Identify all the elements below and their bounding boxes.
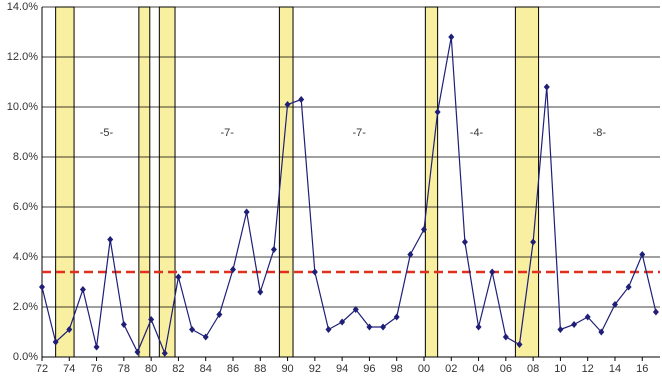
marker [380,323,387,331]
marker [502,333,509,341]
marker [584,313,591,321]
band [278,6,294,358]
marker [325,326,332,333]
band [55,6,75,358]
marker [366,323,373,331]
marker [161,349,168,357]
marker [298,96,305,103]
y-tick-label: 4.0% [13,251,38,263]
marker [639,251,646,258]
marker [489,268,496,276]
marker [598,328,605,336]
y-tick-label: 0.0% [13,351,38,363]
x-tick-label: 12 [582,363,594,375]
marker [79,286,86,293]
marker [352,306,359,313]
marker [461,238,468,246]
marker [434,108,441,116]
band [138,6,151,358]
x-tick-label: 96 [363,363,375,375]
x-tick-label: 84 [200,363,212,375]
marker [420,226,427,233]
x-tick-label: 80 [145,363,157,375]
marker [120,321,127,328]
marker [52,338,59,346]
band [424,6,439,358]
x-tick-label: 06 [500,363,512,375]
x-tick-label: 10 [554,363,566,375]
x-tick-label: 00 [418,363,430,375]
marker [516,341,523,348]
y-tick-label: 10.0% [7,101,38,113]
marker [339,318,346,326]
marker [270,246,277,253]
marker [611,301,618,308]
marker [93,343,100,351]
x-tick-label: 98 [391,363,403,375]
marker [311,268,318,276]
x-tick-label: 08 [527,363,539,375]
annotation: -7- [352,127,366,139]
marker [652,308,659,316]
y-tick-label: 6.0% [13,201,38,213]
marker [625,283,632,291]
marker [448,33,455,41]
marker [393,313,400,321]
marker [229,266,236,273]
y-tick-label: 14.0% [7,1,38,13]
annotation: -8- [593,127,607,139]
series-line [41,36,657,356]
annotation: -4- [470,127,484,139]
marker [175,273,182,281]
marker [66,326,73,333]
y-tick-label: 2.0% [13,301,38,313]
x-tick-label: 94 [336,363,348,375]
x-tick-label: 76 [90,363,102,375]
x-tick-label: 02 [445,363,457,375]
x-tick-label: 86 [227,363,239,375]
x-tick-label: 74 [63,363,75,375]
marker [216,311,223,318]
marker [189,326,196,333]
marker [284,101,291,108]
marker [571,321,578,328]
x-tick-label: 04 [472,363,484,375]
marker [407,251,414,258]
x-tick-label: 72 [36,363,48,375]
band [514,6,540,358]
marker [543,83,550,91]
x-tick-label: 16 [636,363,648,375]
x-tick-label: 14 [609,363,621,375]
x-tick-label: 88 [254,363,266,375]
x-tick-label: 90 [281,363,293,375]
annotation: -5- [100,127,114,139]
marker [557,326,564,333]
band [158,6,176,358]
marker [107,236,114,243]
marker [257,288,264,296]
marker [202,333,209,341]
marker [530,238,537,246]
x-tick-label: 92 [309,363,321,375]
marker [475,323,482,331]
x-tick-label: 78 [118,363,130,375]
y-tick-label: 8.0% [13,151,38,163]
marker [134,348,141,356]
x-tick-label: 82 [172,363,184,375]
marker [243,208,250,216]
marker [39,283,45,291]
y-tick-label: 12.0% [7,51,38,63]
annotation: -7- [220,127,234,139]
marker [148,316,155,323]
